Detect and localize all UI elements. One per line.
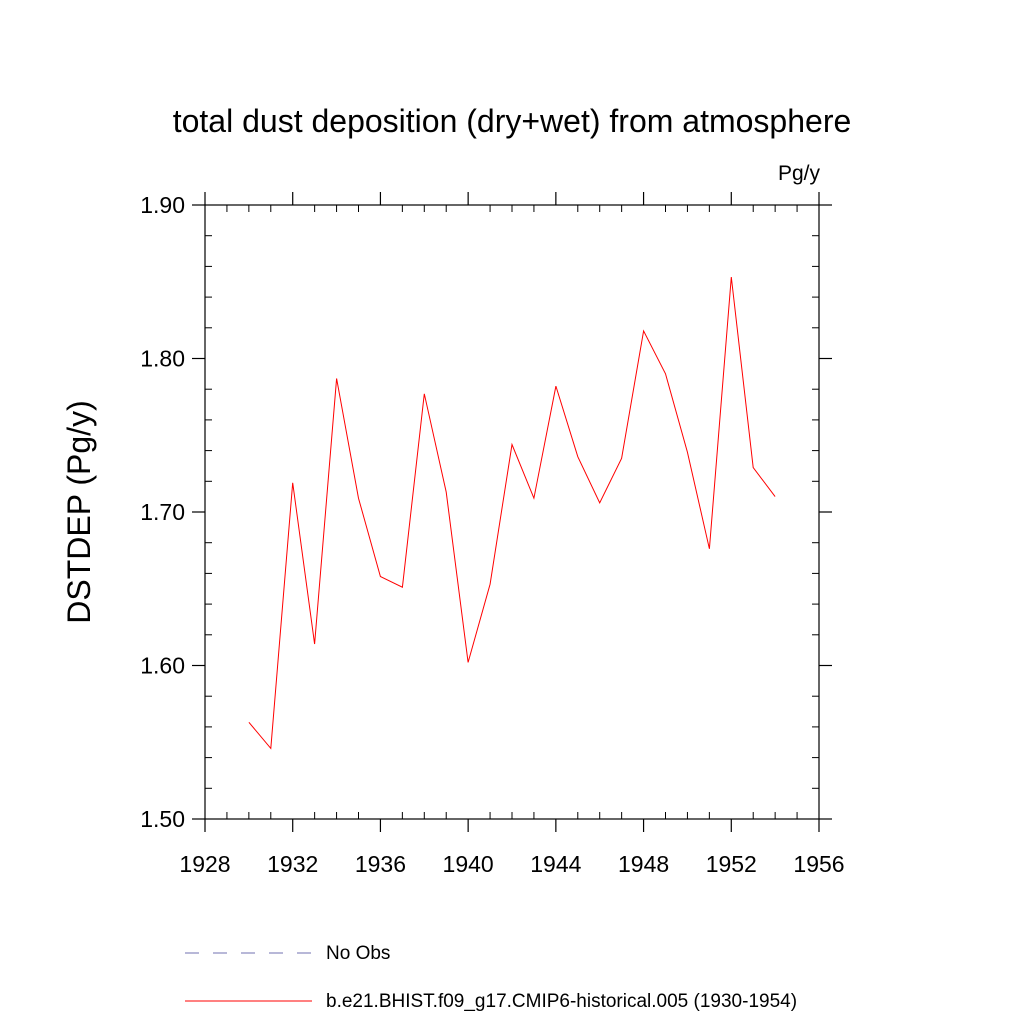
series-line: [248, 277, 776, 750]
y-tick-label: 1.70: [140, 499, 185, 525]
series-layer: [248, 277, 776, 750]
y-axis-label: DSTDEP (Pg/y): [61, 400, 97, 623]
chart-title: total dust deposition (dry+wet) from atm…: [173, 103, 852, 139]
y-tick-label: 1.80: [140, 346, 185, 372]
x-tick-label: 1932: [267, 851, 318, 877]
axes: 1928 1932 1936 1940 1944 1948 1952 1956 1.50 1.60…: [140, 192, 845, 877]
x-tick-label: 1944: [530, 851, 581, 877]
y-tick-label: 1.50: [140, 806, 185, 832]
y-tick-label: 1.60: [140, 653, 185, 679]
x-tick-label: 1940: [443, 851, 494, 877]
y-tick-label: 1.90: [140, 192, 185, 218]
x-tick-label: 1952: [706, 851, 757, 877]
legend-label-historical: b.e21.BHIST.f09_g17.CMIP6-historical.005…: [326, 991, 797, 1012]
x-tick-label: 1928: [179, 851, 230, 877]
x-tick-label: 1956: [793, 851, 844, 877]
units-label: Pg/y: [778, 162, 821, 185]
legend: No Obs b.e21.BHIST.f09_g17.CMIP6-histori…: [185, 943, 797, 1012]
x-tick-label: 1948: [618, 851, 669, 877]
x-tick-label: 1936: [355, 851, 406, 877]
legend-label-no-obs: No Obs: [326, 943, 390, 964]
